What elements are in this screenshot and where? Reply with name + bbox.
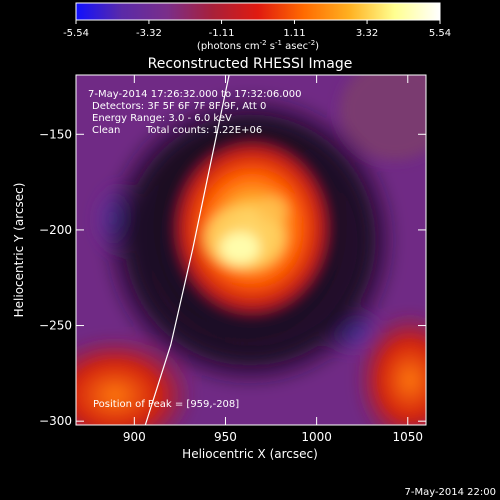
x-tick-label: 1050 — [392, 430, 423, 444]
y-axis-ticks: −150 −200 −250 −300 — [39, 127, 426, 428]
colorbar-ticks: -5.54 -3.32 -1.11 1.11 3.32 5.54 — [63, 20, 451, 39]
x-tick-label: 1000 — [301, 430, 332, 444]
y-tick-label: −250 — [39, 319, 72, 333]
colorbar-tick-label: 1.11 — [283, 28, 305, 39]
colorbar-units: (photons cm-2 s-1 asec-2) — [197, 39, 319, 52]
annotation-detectors: Detectors: 3F 5F 6F 7F 8F 9F, Att 0 — [92, 101, 266, 112]
colorbar-tick-label: -5.54 — [63, 28, 89, 39]
colorbar-tick-label: -1.11 — [209, 28, 235, 39]
annotation-peak-position: Position of Peak = [959,-208] — [93, 399, 239, 410]
colorbar — [75, 2, 441, 21]
colorbar-tick-label: -3.32 — [136, 28, 162, 39]
x-tick-label: 900 — [123, 430, 146, 444]
x-axis-title: Heliocentric X (arcsec) — [182, 447, 318, 461]
y-tick-label: −150 — [39, 127, 72, 141]
plot-frame — [75, 74, 427, 426]
footer-timestamp: 7-May-2014 22:00 — [404, 487, 496, 498]
x-axis-ticks: 900 950 1000 1050 — [123, 75, 423, 444]
annotation-energy-range: Energy Range: 3.0 - 6.0 keV — [92, 113, 232, 124]
colorbar-tick-label: 3.32 — [356, 28, 378, 39]
solar-limb-curve — [144, 75, 230, 425]
y-axis-title: Heliocentric Y (arcsec) — [12, 183, 26, 318]
annotation-clean: Clean — [92, 125, 120, 136]
y-tick-label: −200 — [39, 223, 72, 237]
annotation-total-counts: Total counts: 1.22E+06 — [145, 125, 262, 136]
annotation-time-range: 7-May-2014 17:26:32.000 to 17:32:06.000 — [88, 89, 301, 100]
x-tick-label: 950 — [214, 430, 237, 444]
colorbar-tick-label: 5.54 — [429, 28, 451, 39]
heatmap-image — [76, 75, 426, 425]
chart-title: Reconstructed RHESSI Image — [148, 56, 353, 72]
y-tick-label: −300 — [39, 414, 72, 428]
